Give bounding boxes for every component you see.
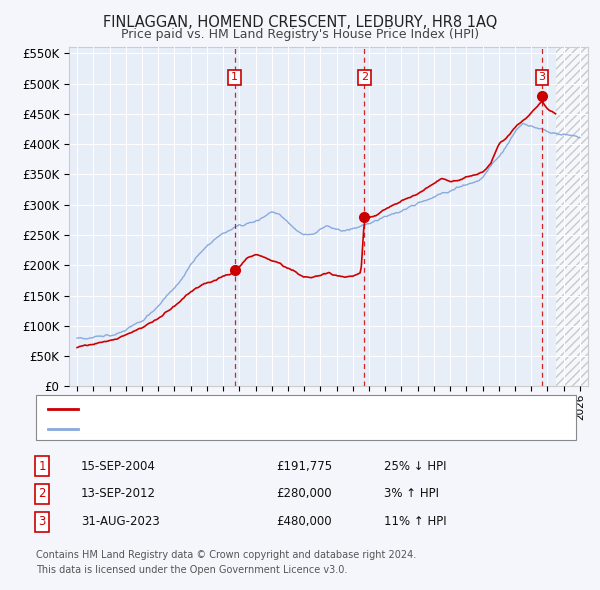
Text: 2: 2	[38, 487, 46, 500]
Bar	[556, 47, 588, 386]
Text: FINLAGGAN, HOMEND CRESCENT, LEDBURY, HR8 1AQ (detached house): FINLAGGAN, HOMEND CRESCENT, LEDBURY, HR8…	[87, 404, 490, 414]
Bar	[556, 47, 588, 386]
Text: 3% ↑ HPI: 3% ↑ HPI	[384, 487, 439, 500]
Text: £280,000: £280,000	[276, 487, 332, 500]
Text: 25% ↓ HPI: 25% ↓ HPI	[384, 460, 446, 473]
Text: 3: 3	[539, 73, 545, 83]
Text: Price paid vs. HM Land Registry's House Price Index (HPI): Price paid vs. HM Land Registry's House …	[121, 28, 479, 41]
Text: 11% ↑ HPI: 11% ↑ HPI	[384, 515, 446, 528]
Text: Contains HM Land Registry data © Crown copyright and database right 2024.: Contains HM Land Registry data © Crown c…	[36, 550, 416, 560]
Text: 13-SEP-2012: 13-SEP-2012	[81, 487, 156, 500]
Text: 1: 1	[231, 73, 238, 83]
Text: 3: 3	[38, 515, 46, 528]
Text: £191,775: £191,775	[276, 460, 332, 473]
Text: 2: 2	[361, 73, 368, 83]
Text: FINLAGGAN, HOMEND CRESCENT, LEDBURY, HR8 1AQ: FINLAGGAN, HOMEND CRESCENT, LEDBURY, HR8…	[103, 15, 497, 30]
Text: 31-AUG-2023: 31-AUG-2023	[81, 515, 160, 528]
Text: 15-SEP-2004: 15-SEP-2004	[81, 460, 156, 473]
Text: £480,000: £480,000	[276, 515, 332, 528]
Text: HPI: Average price, detached house, Herefordshire: HPI: Average price, detached house, Here…	[87, 424, 370, 434]
Text: This data is licensed under the Open Government Licence v3.0.: This data is licensed under the Open Gov…	[36, 565, 347, 575]
Text: 1: 1	[38, 460, 46, 473]
